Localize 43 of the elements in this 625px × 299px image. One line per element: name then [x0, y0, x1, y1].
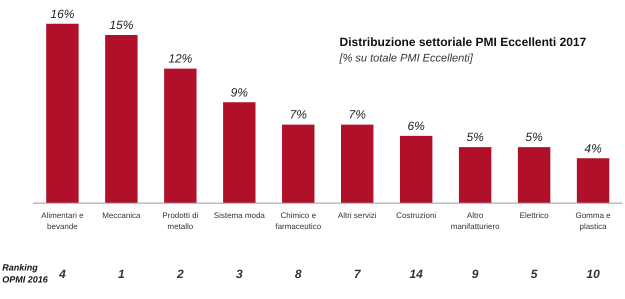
data-label: 5%: [466, 130, 484, 144]
bar: [518, 147, 550, 204]
x-tick-label: Alimentari e bevande: [41, 210, 84, 232]
text: 14: [410, 267, 424, 282]
bar: [282, 124, 314, 204]
x-tick-label: Meccanica: [102, 210, 142, 220]
text: Ranking OPMI 2016: [2, 262, 49, 285]
bar: [105, 35, 138, 204]
text: 9: [472, 267, 479, 282]
text: 8: [294, 267, 302, 282]
x-tick-label: Elettrico: [520, 210, 550, 220]
x-tick-label: Altro manifatturiero: [450, 210, 500, 232]
x-tick-label: Sistema moda: [214, 210, 266, 220]
text: [% su totale PMI Eccellenti]: [338, 52, 474, 64]
data-label: 12%: [168, 52, 193, 66]
text: 1: [118, 267, 126, 282]
data-label: 5%: [525, 130, 544, 144]
data-label: 15%: [109, 18, 134, 32]
data-label: 4%: [584, 141, 602, 156]
x-tick-label: Altri servizi: [338, 210, 377, 220]
data-label: 16%: [50, 6, 75, 21]
text: 4: [58, 267, 66, 282]
data-label: 6%: [408, 118, 426, 133]
bar: [223, 102, 256, 204]
data-label: 7%: [348, 108, 366, 122]
text: 10: [586, 267, 600, 282]
bar: [164, 68, 197, 204]
bar: [400, 136, 432, 204]
x-tick-label: Prodotti di metallo: [162, 210, 199, 232]
bar: [458, 147, 492, 204]
x-tick-label: Gomma e plastica: [576, 210, 612, 232]
text: Distribuzione settoriale PMI Eccellenti 2017: [340, 34, 587, 49]
data-label: 9%: [230, 85, 248, 100]
bar: [46, 24, 79, 204]
data-label: 7%: [290, 108, 308, 122]
text: 3: [236, 267, 243, 282]
text: 5: [530, 267, 538, 282]
x-tick-label: Chimico e farmaceutico: [275, 210, 322, 232]
bar: [341, 124, 374, 204]
text: 7: [354, 267, 362, 282]
text: 2: [176, 267, 184, 282]
x-tick-label: Costruzioni: [396, 210, 436, 220]
bar: [576, 158, 610, 204]
